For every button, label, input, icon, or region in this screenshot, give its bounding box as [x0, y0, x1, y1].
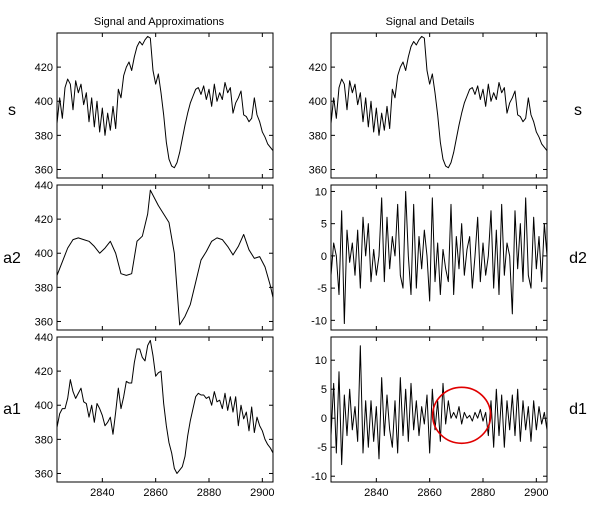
panels: 360 380 400 420 360 380 400 420 440 360 380 400 420 4… [35, 32, 549, 499]
series-line-s [56, 35, 274, 169]
y-tick-label: 360 [35, 316, 53, 328]
row-label-a1: a1 [3, 401, 21, 418]
y-tick-label: 440 [35, 332, 53, 344]
plot-frame [330, 336, 548, 483]
x-tick-label: 2860 [417, 487, 441, 499]
y-tick-label: 380 [35, 130, 53, 142]
row-label-a2: a2 [3, 250, 21, 267]
highlight-circle [431, 386, 492, 445]
y-tick-label: 440 [35, 180, 53, 192]
y-tick-label: 400 [309, 96, 327, 108]
panel-d1-5: -10 -5 0 5 10 2840 2860 2880 2900 [311, 336, 549, 499]
series-line-d2 [330, 190, 548, 325]
y-tick-label: 380 [35, 282, 53, 294]
panel-a1-2: 360 380 400 420 440 2840 2860 2880 2900 [35, 332, 275, 499]
y-tick-label: 420 [35, 62, 53, 74]
plot-frame [330, 32, 548, 179]
left-column-title: Signal and Approximations [94, 16, 225, 28]
y-tick-label: 400 [35, 400, 53, 412]
series-line-a1 [56, 339, 274, 474]
plot-frame [56, 184, 274, 331]
y-tick-label: 400 [35, 248, 53, 260]
y-tick-label: 360 [35, 164, 53, 176]
y-tick-label: 420 [35, 366, 53, 378]
row-label-d2: d2 [569, 250, 587, 267]
y-tick-label: -5 [317, 283, 327, 295]
y-tick-label: 420 [309, 62, 327, 74]
y-tick-label: 380 [309, 130, 327, 142]
panel-s-0: 360 380 400 420 [35, 32, 274, 179]
x-tick-label: 2840 [364, 487, 388, 499]
panel-s-3: 360 380 400 420 [309, 32, 548, 179]
right-column-title: Signal and Details [386, 16, 475, 28]
x-tick-label: 2900 [524, 487, 548, 499]
y-tick-label: 0 [321, 413, 327, 425]
y-tick-label: 360 [309, 164, 327, 176]
x-tick-label: 2880 [471, 487, 495, 499]
plot-frame [56, 32, 274, 179]
y-tick-label: -10 [311, 471, 327, 483]
y-tick-label: 420 [35, 214, 53, 226]
x-tick-label: 2900 [250, 487, 274, 499]
x-tick-label: 2860 [143, 487, 167, 499]
y-tick-label: 10 [315, 186, 327, 198]
plot-frame [330, 184, 548, 331]
series-line-a2 [56, 189, 274, 326]
y-tick-label: 360 [35, 468, 53, 480]
row-label-s-left: s [8, 102, 16, 119]
y-tick-label: 5 [321, 219, 327, 231]
panel-a2-1: 360 380 400 420 440 [35, 180, 274, 331]
y-tick-label: 0 [321, 251, 327, 263]
row-label-s-right: s [574, 102, 582, 119]
x-tick-label: 2840 [90, 487, 114, 499]
row-label-d1: d1 [569, 401, 587, 418]
y-tick-label: 5 [321, 384, 327, 396]
y-tick-label: 400 [35, 96, 53, 108]
y-tick-label: -10 [311, 315, 327, 327]
y-tick-label: 380 [35, 434, 53, 446]
series-line-s [330, 35, 548, 169]
y-tick-label: -5 [317, 442, 327, 454]
series-line-d1 [330, 345, 548, 466]
y-tick-label: 10 [315, 355, 327, 367]
panel-d2-4: -10 -5 0 5 10 [311, 184, 548, 331]
x-tick-label: 2880 [197, 487, 221, 499]
